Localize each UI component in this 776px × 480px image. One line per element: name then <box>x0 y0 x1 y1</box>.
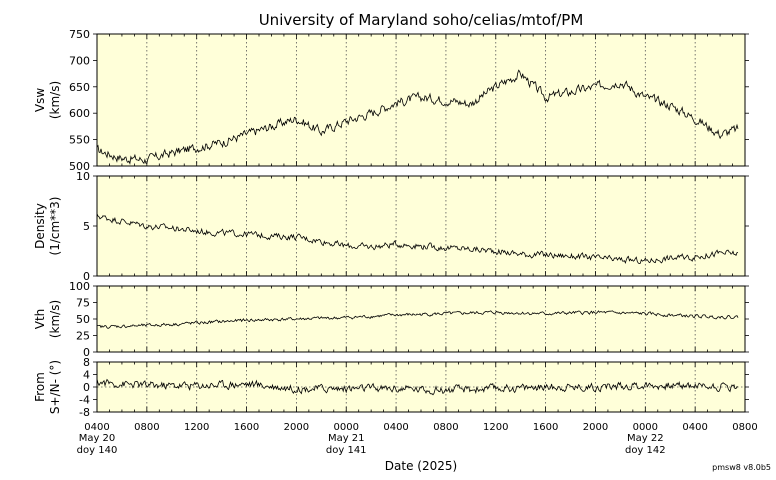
y-tick-label: 550 <box>69 134 90 147</box>
plot-frame <box>96 361 746 413</box>
series-line <box>96 213 739 265</box>
y-axis-label: Density(1/cm**3) <box>33 197 62 256</box>
plot-frame <box>96 175 746 277</box>
y-tick-label: 700 <box>69 54 90 67</box>
panel-0: 500 550 600 650 700 750 Vsw(km/s) <box>33 28 749 173</box>
panels: 500550600650700750Vsw(km/s)0510Density(1… <box>33 28 749 419</box>
y-axis-label: Vsw(km/s) <box>33 81 62 119</box>
x-tick-label: 0800 <box>433 422 458 433</box>
y-tick-label: 750 <box>69 28 90 41</box>
x-tick-label: 0800 <box>732 422 757 433</box>
y-tick-label: 0 <box>83 381 90 394</box>
y-tick-label: 5 <box>83 220 90 233</box>
y-tick-label: 0 <box>83 346 90 359</box>
series-line <box>96 378 739 396</box>
x-axis: 0400 0800 1200 1600 2000 0000 0400 0800 1200 1600… <box>77 422 758 456</box>
y-tick-label: 50 <box>76 313 90 326</box>
x-tick-label: 1200 <box>483 422 508 433</box>
x-tick-label: 0400 <box>84 422 109 433</box>
y-tick-label: 10 <box>76 170 90 183</box>
day-doy-label: doy 140 <box>77 445 118 456</box>
day-date-label: May 22 <box>627 433 664 444</box>
y-axis-label: FromS+/N- (°) <box>33 360 62 414</box>
x-tick-label: 0400 <box>383 422 408 433</box>
y-tick-label: -4 <box>79 394 90 407</box>
plot-frame <box>96 285 746 353</box>
y-tick-label: 25 <box>76 330 90 343</box>
y-tick-label: 4 <box>83 369 90 382</box>
x-axis-label: Date (2025) <box>385 459 457 473</box>
y-tick-label: 600 <box>69 107 90 120</box>
y-tick-label: 650 <box>69 81 90 94</box>
x-tick-label: 1200 <box>184 422 209 433</box>
x-tick-label: 1600 <box>533 422 558 433</box>
x-tick-label: 0000 <box>334 422 359 433</box>
day-date-label: May 20 <box>79 433 116 444</box>
x-tick-label: 1600 <box>234 422 259 433</box>
x-tick-label: 0400 <box>682 422 707 433</box>
y-tick-label: 500 <box>69 160 90 173</box>
plot-frame <box>96 33 746 167</box>
y-tick-label: 0 <box>83 270 90 283</box>
version-label: pmsw8 v8.0b5 <box>712 463 771 472</box>
series-line <box>96 69 739 165</box>
x-tick-label: 0800 <box>134 422 159 433</box>
x-tick-label: 2000 <box>583 422 608 433</box>
y-axis-label: Vth(km/s) <box>33 300 62 338</box>
y-tick-label: 8 <box>83 356 90 369</box>
y-tick-label: 100 <box>69 280 90 293</box>
y-tick-label: 75 <box>76 297 90 310</box>
x-tick-label: 2000 <box>284 422 309 433</box>
panel-2: 0 25 50 75 100 Vth(km/s) <box>33 280 749 359</box>
series-line <box>96 310 739 329</box>
day-doy-label: doy 142 <box>625 445 666 456</box>
x-tick-label: 0000 <box>633 422 658 433</box>
panel-1: 0 5 10 Density(1/cm**3) <box>33 170 749 283</box>
day-doy-label: doy 141 <box>326 445 367 456</box>
plot-background <box>97 286 745 352</box>
day-date-label: May 21 <box>328 433 365 444</box>
chart-title: University of Maryland soho/celias/mtof/… <box>259 11 584 29</box>
y-tick-label: -8 <box>79 406 90 419</box>
